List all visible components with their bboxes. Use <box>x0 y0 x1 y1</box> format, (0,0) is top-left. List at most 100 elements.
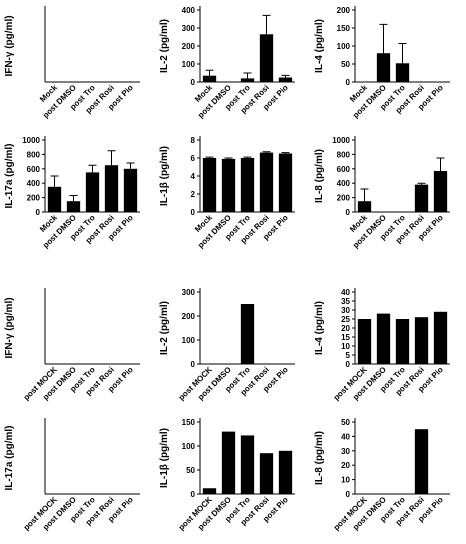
bar <box>376 313 391 364</box>
y-tick-label: 0 <box>191 78 196 87</box>
bar <box>221 158 236 212</box>
bar <box>66 201 81 212</box>
y-tick-label: 25 <box>341 315 350 324</box>
y-tick-label: 50 <box>341 418 350 427</box>
bar <box>221 431 236 494</box>
bar <box>85 172 100 212</box>
bar <box>414 429 429 494</box>
y-tick-label: 20 <box>341 324 350 333</box>
y-tick-label: 40 <box>341 432 350 441</box>
y-tick-label: 20 <box>341 461 350 470</box>
bar <box>259 453 274 494</box>
y-tick-label: 0 <box>346 208 351 217</box>
error-bar <box>224 157 233 159</box>
y-tick-label: 300 <box>182 24 196 33</box>
y-axis-label: IL-2 (pg/ml) <box>159 19 170 73</box>
y-tick-label: 800 <box>27 150 41 159</box>
y-axis-label: IFN-γ (pg/ml) <box>4 297 15 358</box>
y-tick-label: 6 <box>191 154 196 163</box>
bar <box>240 435 255 494</box>
y-axis-label: IL-2 (pg/ml) <box>159 301 170 355</box>
error-bar <box>379 23 388 54</box>
error-bar <box>205 69 214 76</box>
bar <box>433 311 448 364</box>
y-tick-label: 5 <box>346 351 351 360</box>
y-tick-label: 600 <box>27 165 41 174</box>
error-bar <box>107 150 116 166</box>
bar <box>278 153 293 212</box>
error-bar <box>243 72 252 79</box>
y-axis-label: IFN-γ (pg/ml) <box>4 15 15 76</box>
bar <box>104 165 119 212</box>
y-tick-label: 0 <box>191 208 196 217</box>
bar <box>47 186 62 212</box>
error-bar <box>262 14 271 35</box>
y-tick-label: 200 <box>182 42 196 51</box>
y-tick-label: 0 <box>36 208 41 217</box>
y-axis-label: IL-4 (pg/ml) <box>314 301 325 355</box>
y-tick-label: 0 <box>346 360 351 369</box>
y-axis-label: IL-4 (pg/ml) <box>314 19 325 73</box>
error-bar <box>126 162 135 169</box>
bar <box>278 450 293 494</box>
bar <box>414 184 429 212</box>
y-tick-label: 40 <box>341 288 350 297</box>
y-axis-label: IL-17a (pg/ml) <box>4 425 15 490</box>
error-bar <box>436 157 445 171</box>
y-tick-label: 35 <box>341 297 350 306</box>
bar <box>202 158 217 212</box>
y-tick-label: 200 <box>337 6 351 15</box>
y-tick-label: 1000 <box>22 136 40 145</box>
error-bar <box>69 194 78 202</box>
bar <box>240 158 255 212</box>
y-axis-label: IL-8 (pg/ml) <box>314 431 325 485</box>
error-bar <box>398 42 407 64</box>
y-tick-label: 50 <box>341 60 350 69</box>
y-tick-label: 30 <box>341 447 350 456</box>
y-tick-label: 200 <box>27 194 41 203</box>
y-tick-label: 400 <box>337 179 351 188</box>
y-tick-label: 8 <box>191 136 196 145</box>
y-tick-label: 200 <box>337 194 351 203</box>
y-tick-label: 100 <box>182 442 196 451</box>
bar <box>202 75 217 82</box>
y-tick-label: 150 <box>182 418 196 427</box>
bar <box>376 53 391 82</box>
bar <box>357 319 372 364</box>
y-tick-label: 30 <box>341 306 350 315</box>
y-axis-label: IL-1β (pg/ml) <box>159 428 170 488</box>
y-tick-label: 10 <box>341 342 350 351</box>
y-tick-label: 150 <box>337 24 351 33</box>
y-tick-label: 100 <box>182 60 196 69</box>
y-tick-label: 10 <box>341 476 350 485</box>
bar <box>357 201 372 212</box>
error-bar <box>88 164 97 173</box>
y-tick-label: 15 <box>341 333 350 342</box>
error-bar <box>50 175 59 187</box>
bar <box>395 63 410 82</box>
bar <box>278 77 293 82</box>
bar <box>123 168 138 212</box>
error-bar <box>281 152 290 154</box>
error-bar <box>243 156 252 158</box>
y-axis-label: IL-1β (pg/ml) <box>159 146 170 206</box>
error-bar <box>417 182 426 185</box>
bar <box>395 319 410 364</box>
y-axis-label: IL-8 (pg/ml) <box>314 149 325 203</box>
bar <box>240 304 255 364</box>
bar <box>414 317 429 364</box>
y-tick-label: 300 <box>182 288 196 297</box>
y-tick-label: 400 <box>27 179 41 188</box>
y-tick-label: 1000 <box>332 136 350 145</box>
error-bar <box>360 188 369 202</box>
y-tick-label: 400 <box>182 6 196 15</box>
y-tick-label: 4 <box>191 172 196 181</box>
y-tick-label: 0 <box>191 360 196 369</box>
bar <box>259 152 274 212</box>
y-axis-label: IL-17a (pg/ml) <box>4 143 15 208</box>
y-tick-label: 800 <box>337 150 351 159</box>
bar <box>240 78 255 82</box>
y-tick-label: 100 <box>337 42 351 51</box>
y-tick-label: 50 <box>186 466 195 475</box>
